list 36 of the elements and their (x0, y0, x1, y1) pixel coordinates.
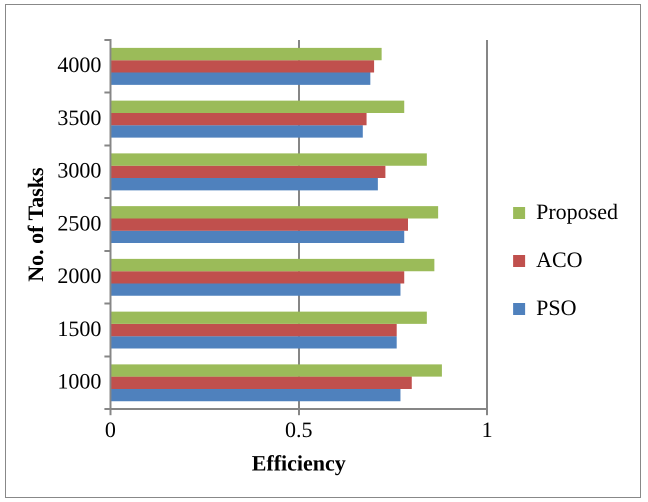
y-tick-label: 3000 (57, 158, 102, 183)
bar (111, 388, 400, 402)
bar (111, 48, 382, 60)
bar (111, 324, 397, 336)
bar (111, 312, 427, 324)
bar (111, 230, 404, 244)
y-tick-label: 2000 (57, 263, 102, 288)
x-axis-title: Efficiency (252, 450, 346, 476)
y-tick-label: 3500 (57, 104, 102, 130)
y-tick-label: 4000 (57, 52, 102, 78)
bar (111, 60, 374, 73)
bar (111, 218, 408, 231)
bar (111, 72, 370, 85)
legend-label: ACO (536, 246, 583, 272)
bar (111, 258, 434, 272)
bar (111, 336, 397, 349)
bar (111, 166, 386, 178)
bar (111, 283, 400, 296)
bar (111, 376, 412, 389)
bar (111, 178, 378, 190)
bar (111, 100, 404, 113)
bar (111, 206, 438, 218)
y-tick-label: 2500 (57, 210, 102, 236)
y-axis-title: No. of Tasks (22, 167, 48, 282)
bar (111, 125, 363, 138)
x-tick-label: 0.5 (285, 417, 313, 442)
legend-label: PSO (536, 294, 576, 320)
x-tick-label: 1 (482, 417, 493, 442)
bar (111, 112, 367, 126)
x-tick-label: 0 (104, 417, 116, 442)
legend-label: Proposed (536, 198, 618, 224)
bar (111, 271, 404, 284)
y-tick-label: 1500 (57, 316, 102, 341)
bar (111, 364, 442, 377)
y-tick-label: 1000 (57, 368, 102, 394)
bar (111, 153, 427, 166)
